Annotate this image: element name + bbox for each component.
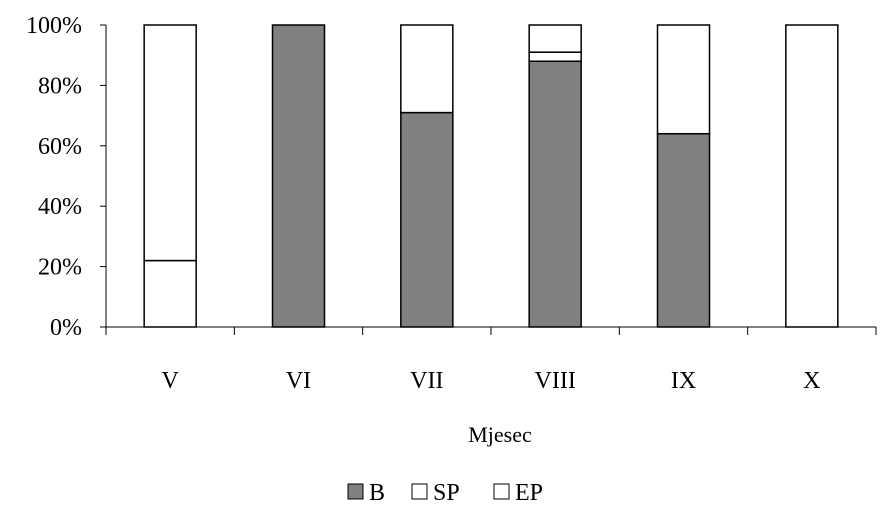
x-tick-label: V <box>161 368 179 394</box>
y-tick-label: 0% <box>50 315 82 341</box>
bar-segment-sp-v <box>143 259 197 328</box>
legend: B SP EP <box>347 480 543 506</box>
x-tick-label: X <box>803 368 820 394</box>
bar-segment-ep-viii <box>528 24 582 53</box>
x-tick-label: VI <box>286 368 311 394</box>
bar-segment-b-ix <box>656 132 711 328</box>
y-tick-label: 100% <box>26 13 82 39</box>
x-tick-label: VIII <box>535 368 576 394</box>
x-axis: V VI VII VIII IX X <box>105 326 877 394</box>
y-tick-label: 20% <box>38 255 82 281</box>
legend-swatch-ep <box>493 483 510 500</box>
legend-label-sp: SP <box>433 480 460 506</box>
bar-segment-ep-vii <box>400 24 454 114</box>
bar-segment-ep-ix <box>656 24 711 135</box>
legend-label-b: B <box>369 480 385 506</box>
x-axis-title: Mjesec <box>468 422 532 447</box>
y-axis: 0% 20% 40% 60% 80% 100% <box>26 13 107 341</box>
x-tick-label: VII <box>410 368 443 394</box>
y-tick-label: 60% <box>38 134 82 160</box>
bars <box>143 24 839 328</box>
y-tick-label: 80% <box>38 73 82 99</box>
legend-label-ep: EP <box>515 480 543 506</box>
x-tick-label: IX <box>671 368 696 394</box>
bar-segment-b-viii <box>528 60 582 328</box>
y-tick-label: 40% <box>38 194 82 220</box>
bar-segment-sp-viii <box>528 51 582 62</box>
bar-segment-b-vi <box>271 24 326 328</box>
bar-segment-ep-x <box>785 24 839 328</box>
legend-swatch-b <box>347 483 364 500</box>
legend-swatch-sp <box>411 483 428 500</box>
bar-segment-b-vii <box>400 111 454 328</box>
bar-segment-ep-v <box>143 24 197 262</box>
